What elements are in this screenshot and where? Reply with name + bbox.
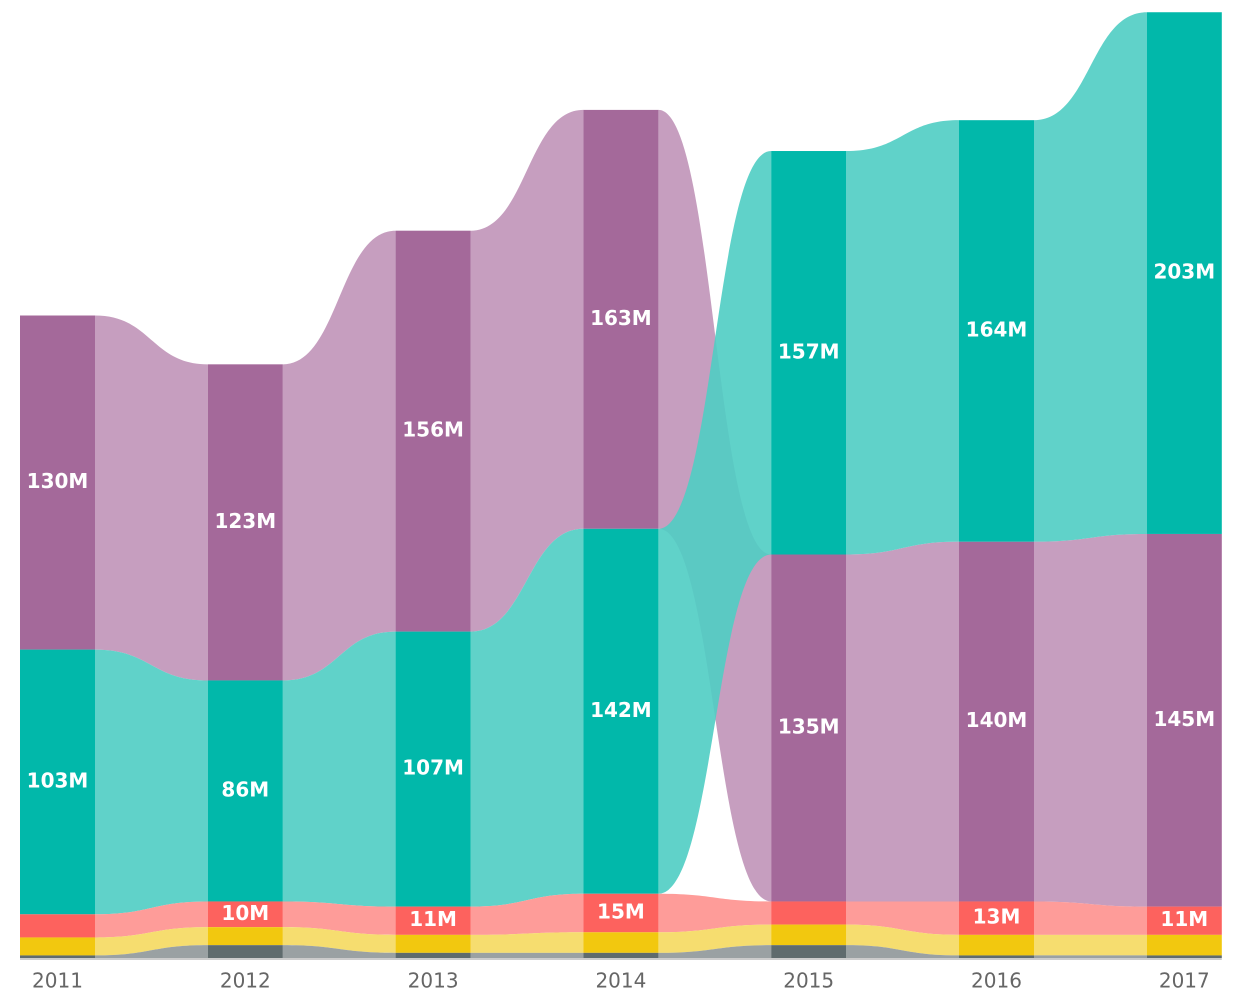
- ribbon: [95, 901, 208, 938]
- bar-segment: [395, 631, 471, 907]
- x-tick-label: 2011: [32, 969, 83, 993]
- ribbon: [846, 924, 959, 956]
- ribbon: [470, 932, 584, 953]
- ribbon: [470, 109, 584, 632]
- ribbon: [282, 230, 396, 681]
- ribbon: [470, 528, 584, 907]
- bar-segment: [959, 934, 1034, 956]
- value-label: 13M: [973, 905, 1021, 929]
- ribbon: [282, 631, 396, 907]
- bar-segment: [771, 924, 847, 946]
- bar-segment: [395, 952, 471, 958]
- bar-segment: [20, 955, 95, 958]
- ribbon: [95, 649, 208, 915]
- ribbon: [1034, 955, 1147, 958]
- value-label: 10M: [221, 901, 269, 925]
- bar-segment: [1146, 12, 1222, 534]
- bar-segment: [207, 945, 283, 958]
- ribbon: [282, 945, 396, 958]
- bar-segment: [207, 364, 283, 681]
- bar-segment: [959, 120, 1034, 542]
- ribbon: [470, 893, 584, 935]
- bar-segment: [20, 914, 95, 938]
- bar-segment: [583, 893, 659, 933]
- ribbon: [282, 927, 396, 953]
- x-tick-label: 2012: [220, 969, 271, 993]
- value-label: 203M: [1153, 260, 1215, 284]
- value-label: 15M: [597, 900, 645, 924]
- value-label: 86M: [221, 777, 269, 801]
- bars: [20, 12, 1222, 958]
- ribbon: [95, 315, 208, 681]
- x-tick-label: 2015: [783, 969, 834, 993]
- bar-segment: [1146, 934, 1222, 956]
- ribbon: [282, 901, 396, 935]
- bar-segment: [395, 934, 471, 953]
- bar-segment: [20, 649, 95, 915]
- bar-segment: [583, 109, 659, 529]
- value-label: 164M: [966, 317, 1028, 341]
- labels: 130M 123M 156M 163M 135M 140M 145M 103M 86M 107M 1…: [27, 260, 1215, 932]
- ribbon: [658, 945, 772, 958]
- ribbon: [846, 120, 959, 555]
- bar-segment: [207, 927, 283, 946]
- bar-segment: [207, 901, 283, 928]
- x-tick-label: 2014: [595, 969, 646, 993]
- bar-segment: [395, 906, 471, 935]
- ribbon: [846, 945, 959, 958]
- bar-segment: [771, 945, 847, 958]
- bar-segment: [959, 541, 1034, 902]
- bar-segment: [771, 151, 847, 555]
- ribbon: [1034, 934, 1147, 956]
- value-label: 11M: [409, 907, 457, 931]
- ribbon: [95, 945, 208, 958]
- bar-segment: [959, 955, 1034, 958]
- ribbon: [1034, 12, 1147, 542]
- value-label: 156M: [402, 418, 464, 442]
- bar-segment: [583, 528, 659, 894]
- ribbon: [846, 541, 959, 902]
- ribbon: [658, 893, 772, 933]
- value-label: 11M: [1160, 907, 1208, 931]
- value-label: 163M: [590, 306, 652, 330]
- bar-segment: [20, 937, 95, 956]
- ribbons: [95, 12, 1147, 958]
- value-label: 142M: [590, 698, 652, 722]
- value-label: 135M: [778, 714, 840, 738]
- value-label: 130M: [27, 469, 89, 493]
- ribbon: [846, 901, 959, 935]
- ribbon: [95, 927, 208, 956]
- x-tick-label: 2013: [408, 969, 459, 993]
- bar-segment: [1146, 906, 1222, 935]
- bar-segment: [771, 554, 847, 902]
- bar-segment: [583, 952, 659, 958]
- value-label: 123M: [214, 509, 276, 533]
- x-tick-label: 2017: [1159, 969, 1210, 993]
- bar-segment: [395, 230, 471, 632]
- ribbon: [1034, 901, 1147, 935]
- value-label: 140M: [966, 708, 1028, 732]
- value-label: 107M: [402, 756, 464, 780]
- bar-segment: [207, 680, 283, 902]
- bar-segment: [583, 932, 659, 953]
- bar-segment: [20, 315, 95, 650]
- value-label: 157M: [778, 339, 840, 363]
- bar-segment: [959, 901, 1034, 935]
- value-label: 103M: [27, 768, 89, 792]
- ribbon: [658, 151, 772, 894]
- bar-segment: [1146, 533, 1222, 907]
- value-label: 145M: [1153, 707, 1215, 731]
- bar-segment: [771, 901, 847, 925]
- bar-segment: [1146, 955, 1222, 958]
- ribbon: [470, 952, 584, 958]
- x-tick-label: 2016: [971, 969, 1022, 993]
- ribbon: [658, 924, 772, 953]
- ribbon: [1034, 533, 1147, 907]
